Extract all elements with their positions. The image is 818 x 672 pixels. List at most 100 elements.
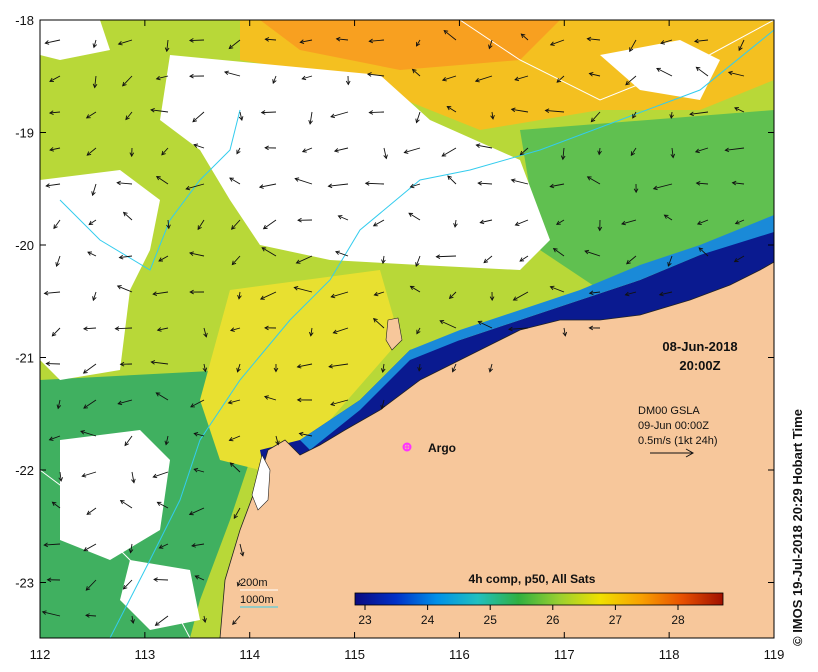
current-arrow: [667, 255, 673, 267]
current-arrowhead: [295, 259, 301, 264]
current-arrowhead: [189, 73, 194, 79]
current-arrow: [156, 392, 169, 401]
current-arrow: [239, 543, 244, 556]
current-arrowhead: [477, 320, 483, 325]
current-arrowhead: [584, 249, 590, 255]
current-arrow: [478, 182, 493, 185]
current-arrowhead: [83, 547, 89, 552]
current-arrow: [373, 219, 385, 227]
current-arrowhead: [453, 223, 458, 228]
current-arrowhead: [81, 473, 87, 478]
current-arrow: [203, 615, 206, 623]
isobath-1000-label: 1000m: [240, 594, 274, 606]
current-arrowhead: [294, 177, 300, 182]
current-arrowhead: [259, 295, 265, 300]
current-arrow: [238, 291, 241, 299]
current-arrow: [161, 147, 169, 156]
current-arrow: [478, 321, 493, 329]
current-arrow: [193, 144, 205, 149]
current-arrow: [480, 219, 493, 224]
current-arrowhead: [439, 320, 445, 325]
current-arrow: [189, 252, 205, 257]
current-arrow: [310, 327, 313, 336]
current-arrowhead: [415, 262, 420, 267]
current-arrowhead: [695, 66, 701, 72]
current-arrowhead: [188, 38, 194, 43]
current-arrow: [155, 615, 169, 626]
current-arrow: [625, 75, 637, 86]
peninsula-white: [251, 454, 271, 511]
current-arrow: [49, 111, 61, 114]
warm-core: [260, 20, 560, 70]
current-arrowhead: [519, 257, 525, 262]
current-arrowhead: [658, 291, 664, 297]
current-arrow: [656, 67, 673, 77]
current-arrowhead: [446, 106, 452, 111]
current-arrowhead: [694, 148, 700, 154]
current-arrowhead: [368, 38, 374, 44]
plot-frame: [39, 19, 775, 639]
current-arrowhead: [155, 176, 161, 181]
current-arrowhead: [236, 367, 241, 373]
current-arrowhead: [293, 286, 299, 291]
current-scale-arrow: [650, 448, 695, 458]
current-arrow: [229, 435, 241, 441]
current-arrowhead: [87, 251, 93, 256]
current-arrow: [734, 255, 745, 263]
current-arrow: [300, 39, 313, 43]
current-arrowhead: [417, 366, 422, 372]
current-arrow: [83, 363, 97, 374]
current-arrow: [334, 147, 349, 152]
current-arrowhead: [118, 254, 124, 260]
current-arrow: [508, 327, 529, 330]
current-arrowhead: [549, 285, 555, 291]
current-arrowhead: [448, 294, 454, 300]
current-arrow: [203, 363, 206, 372]
current-arrow: [664, 214, 673, 221]
current-arrow: [59, 471, 62, 482]
current-arrow: [309, 111, 313, 124]
current-arrowhead: [80, 430, 85, 435]
current-arrow: [418, 363, 421, 371]
current-arrowhead: [451, 367, 457, 373]
current-arrowhead: [586, 176, 592, 181]
current-arrow: [697, 219, 709, 225]
current-arrow: [383, 147, 387, 159]
current-arrow: [49, 435, 61, 441]
current-arrow: [157, 501, 169, 509]
current-arrowhead: [479, 219, 485, 225]
lon-tick-label: 115: [344, 647, 365, 662]
current-arrow: [194, 432, 205, 437]
current-arrow: [621, 219, 637, 225]
current-arrowhead: [239, 551, 245, 557]
no-data-regions: [40, 20, 720, 630]
current-arrowhead: [633, 188, 639, 194]
current-arrowhead: [630, 151, 636, 157]
central-yellow: [200, 270, 400, 470]
current-arrow: [237, 579, 241, 587]
island: [385, 317, 403, 351]
current-arrow: [115, 327, 133, 330]
current-arrow: [231, 219, 241, 230]
current-arrow: [57, 399, 61, 409]
current-arrowhead: [411, 68, 417, 74]
current-arrow: [447, 175, 457, 185]
current-arrowhead: [586, 36, 592, 42]
current-arrowhead: [82, 369, 88, 374]
current-arrow: [87, 251, 97, 257]
current-arrowhead: [309, 331, 314, 337]
current-arrow: [519, 255, 529, 262]
current-arrow: [556, 219, 565, 225]
current-arrow: [51, 327, 61, 337]
current-arrowhead: [383, 154, 388, 160]
colorbar-tick-label: 24: [421, 613, 435, 627]
current-arrow: [589, 73, 601, 77]
current-arrow: [521, 33, 529, 41]
current-arrowhead: [185, 185, 191, 191]
current-arrow: [335, 251, 349, 257]
current-arrow: [83, 543, 97, 552]
current-arrow: [260, 291, 277, 300]
current-arrowhead: [514, 221, 520, 226]
current-arrowhead: [738, 46, 743, 52]
current-arrow: [118, 399, 133, 405]
